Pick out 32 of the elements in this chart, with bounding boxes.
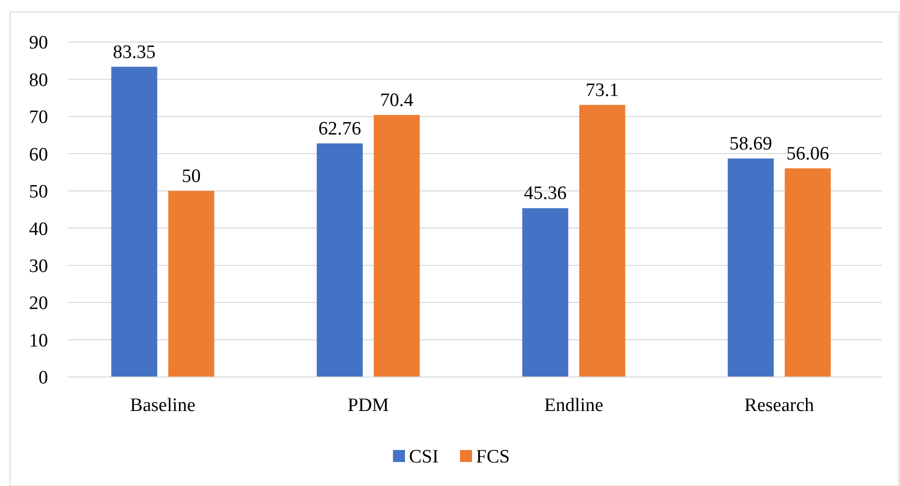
data-label: 58.69 (729, 134, 772, 155)
legend-label: FCS (476, 446, 510, 468)
x-tick-label: PDM (348, 395, 389, 416)
bar (374, 114, 420, 377)
data-label: 62.76 (318, 118, 362, 140)
y-tick-label: 20 (29, 293, 48, 314)
y-tick-label: 50 (29, 182, 48, 203)
x-tick-label: Research (744, 395, 815, 416)
y-tick-label: 60 (29, 144, 48, 166)
bar (579, 104, 626, 377)
bar (316, 143, 363, 377)
data-label: 50 (182, 166, 201, 187)
bar (728, 158, 774, 377)
y-tick-label: 0 (38, 368, 48, 389)
data-label: 73.1 (586, 80, 619, 101)
x-tick-label: Endline (544, 395, 604, 416)
data-label: 70.4 (380, 90, 414, 111)
bar (168, 190, 214, 377)
x-tick-label: Baseline (130, 395, 196, 416)
y-tick-label: 90 (29, 32, 48, 54)
bar (111, 66, 158, 377)
y-tick-label: 30 (29, 256, 48, 277)
data-label: 56.06 (786, 143, 830, 164)
data-label: 45.36 (524, 183, 567, 204)
y-tick-label: 70 (29, 107, 48, 128)
y-tick-label: 80 (29, 70, 48, 91)
bar (784, 168, 831, 377)
y-tick-label: 10 (29, 330, 48, 352)
y-tick-label: 40 (29, 218, 48, 240)
bar (522, 208, 568, 377)
data-label: 83.35 (112, 42, 156, 63)
legend-label: CSI (409, 446, 439, 468)
